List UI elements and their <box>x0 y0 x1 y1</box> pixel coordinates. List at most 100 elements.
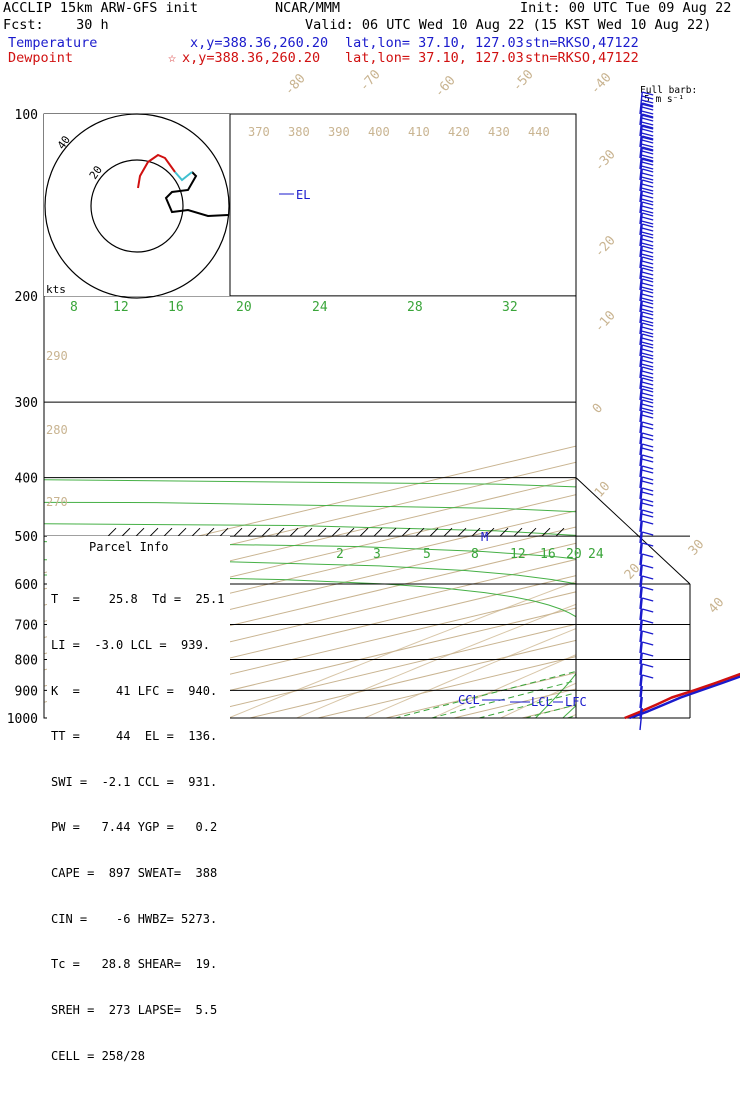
mixing-ratio-label: 20 <box>236 300 252 315</box>
wind-barb-flag <box>642 224 653 227</box>
wind-barb-flag <box>642 389 653 392</box>
wind-barb-flag <box>642 184 653 187</box>
mixing-ratio-label: 2 <box>336 547 344 562</box>
tick-mark <box>234 528 242 536</box>
wind-barb-flag <box>642 510 653 513</box>
tick-mark <box>528 528 536 536</box>
wind-barb-flag <box>642 294 653 297</box>
wind-barb-flag <box>642 338 653 341</box>
wind-barb-flag <box>642 598 653 601</box>
parcel-info-title: Parcel Info <box>89 540 168 555</box>
isotherm-label: -50 <box>510 67 537 94</box>
wind-barb-flag <box>642 228 653 231</box>
wind-barb-flag <box>642 206 653 209</box>
mixing-ratio-label: 12 <box>510 547 526 562</box>
tick-mark <box>192 528 200 536</box>
isotherm-label: 30 <box>686 537 708 559</box>
mixing-ratio-label: 8 <box>471 547 479 562</box>
wind-barb-flag <box>642 459 653 462</box>
pressure-tick-label: 900 <box>15 684 38 699</box>
wind-barb-flag <box>642 455 653 458</box>
wind-barb-flag <box>642 499 653 502</box>
wind-barb-flag <box>642 118 653 121</box>
wind-barb-flag <box>642 360 653 363</box>
tick-mark <box>150 528 158 536</box>
wind-barb-flag <box>642 371 653 374</box>
m-label: M <box>481 530 488 544</box>
mixing-ratio-line <box>519 309 740 731</box>
wind-barb-flag <box>642 202 653 205</box>
wind-barb-flag <box>642 411 653 414</box>
wind-barb-flag <box>642 444 653 447</box>
theta-side-label: 290 <box>46 349 68 363</box>
pressure-tick-label: 800 <box>15 653 38 668</box>
wind-barb-flag <box>642 422 653 425</box>
wind-barb-flag <box>642 488 653 491</box>
dry-adiabat-line <box>612 127 740 731</box>
wind-barb-flag <box>642 239 653 242</box>
dry-adiabat-line <box>336 127 740 731</box>
wind-barb-flag <box>642 272 653 275</box>
wind-barb-flag <box>642 345 653 348</box>
wind-barb-flag <box>642 514 653 517</box>
isotherm-label: -60 <box>432 73 459 100</box>
wind-barb-flag <box>642 316 653 319</box>
mixing-ratio-label: 5 <box>423 547 431 562</box>
wind-barb-flag <box>642 393 653 396</box>
isotherm-label: -10 <box>592 308 619 335</box>
dry-adiabat-line <box>267 127 740 731</box>
wind-barb-flag <box>642 323 653 326</box>
tick-mark <box>164 528 172 536</box>
wind-barb-flag <box>642 470 653 473</box>
mixing-ratio-label: 16 <box>540 547 556 562</box>
mixing-ratio-label: 24 <box>312 300 328 315</box>
mixing-ratio-line <box>430 309 740 731</box>
tick-mark <box>458 528 466 536</box>
wind-barb-flag <box>642 437 653 440</box>
wind-barb-flag <box>642 257 653 260</box>
wind-barb-flag <box>642 246 653 249</box>
wind-barb-flag <box>642 279 653 282</box>
tick-mark <box>318 528 326 536</box>
wind-barb-flag <box>642 565 653 568</box>
isotherm-line <box>332 101 740 731</box>
dry-adiabat-line <box>680 127 740 731</box>
wind-barb-flag <box>642 129 653 132</box>
mixing-ratio-lines <box>346 309 740 731</box>
isotherm-label: 40 <box>706 595 728 617</box>
wind-barb-flag <box>642 532 653 535</box>
pressure-tick-label: 600 <box>15 578 38 593</box>
mixing-ratio-label: 16 <box>168 300 184 315</box>
mixing-ratio-label: 12 <box>113 300 129 315</box>
wind-barb-flag <box>642 378 653 381</box>
wind-barb-flag <box>642 609 653 612</box>
tick-mark <box>108 528 116 536</box>
tick-mark <box>304 528 312 536</box>
wind-barb-flag <box>642 554 653 557</box>
mixing-ratio-label: 20 <box>566 547 582 562</box>
wind-barb-flag <box>642 283 653 286</box>
isotherm-label: -80 <box>282 71 309 98</box>
wind-barb-flag <box>642 334 653 337</box>
wind-barb-flag <box>642 349 653 352</box>
wind-barb-flag <box>642 433 653 436</box>
wind-barb-flag <box>642 466 653 469</box>
parcel-row: CAPE = 897 SWEAT= 388 <box>51 866 224 881</box>
parcel-row: SWI = -2.1 CCL = 931. <box>51 775 224 790</box>
tick-mark <box>136 528 144 536</box>
wind-barb-flag <box>642 261 653 264</box>
wind-barb-flag <box>642 448 653 451</box>
wind-barb-flag <box>642 492 653 495</box>
pressure-tick-label: 1000 <box>7 712 38 727</box>
isotherm-label: 0 <box>590 401 606 417</box>
wind-barb-flag <box>642 301 653 304</box>
isotherm-line <box>264 101 740 731</box>
theta-side-label: 280 <box>46 423 68 437</box>
isotherm-line <box>196 101 740 731</box>
theta-side-label: 270 <box>46 495 68 509</box>
wind-barb-flag <box>642 290 653 293</box>
wind-barb-flag <box>642 140 653 143</box>
isotherm-line <box>468 101 740 731</box>
parcel-row: Tc = 28.8 SHEAR= 19. <box>51 957 224 972</box>
